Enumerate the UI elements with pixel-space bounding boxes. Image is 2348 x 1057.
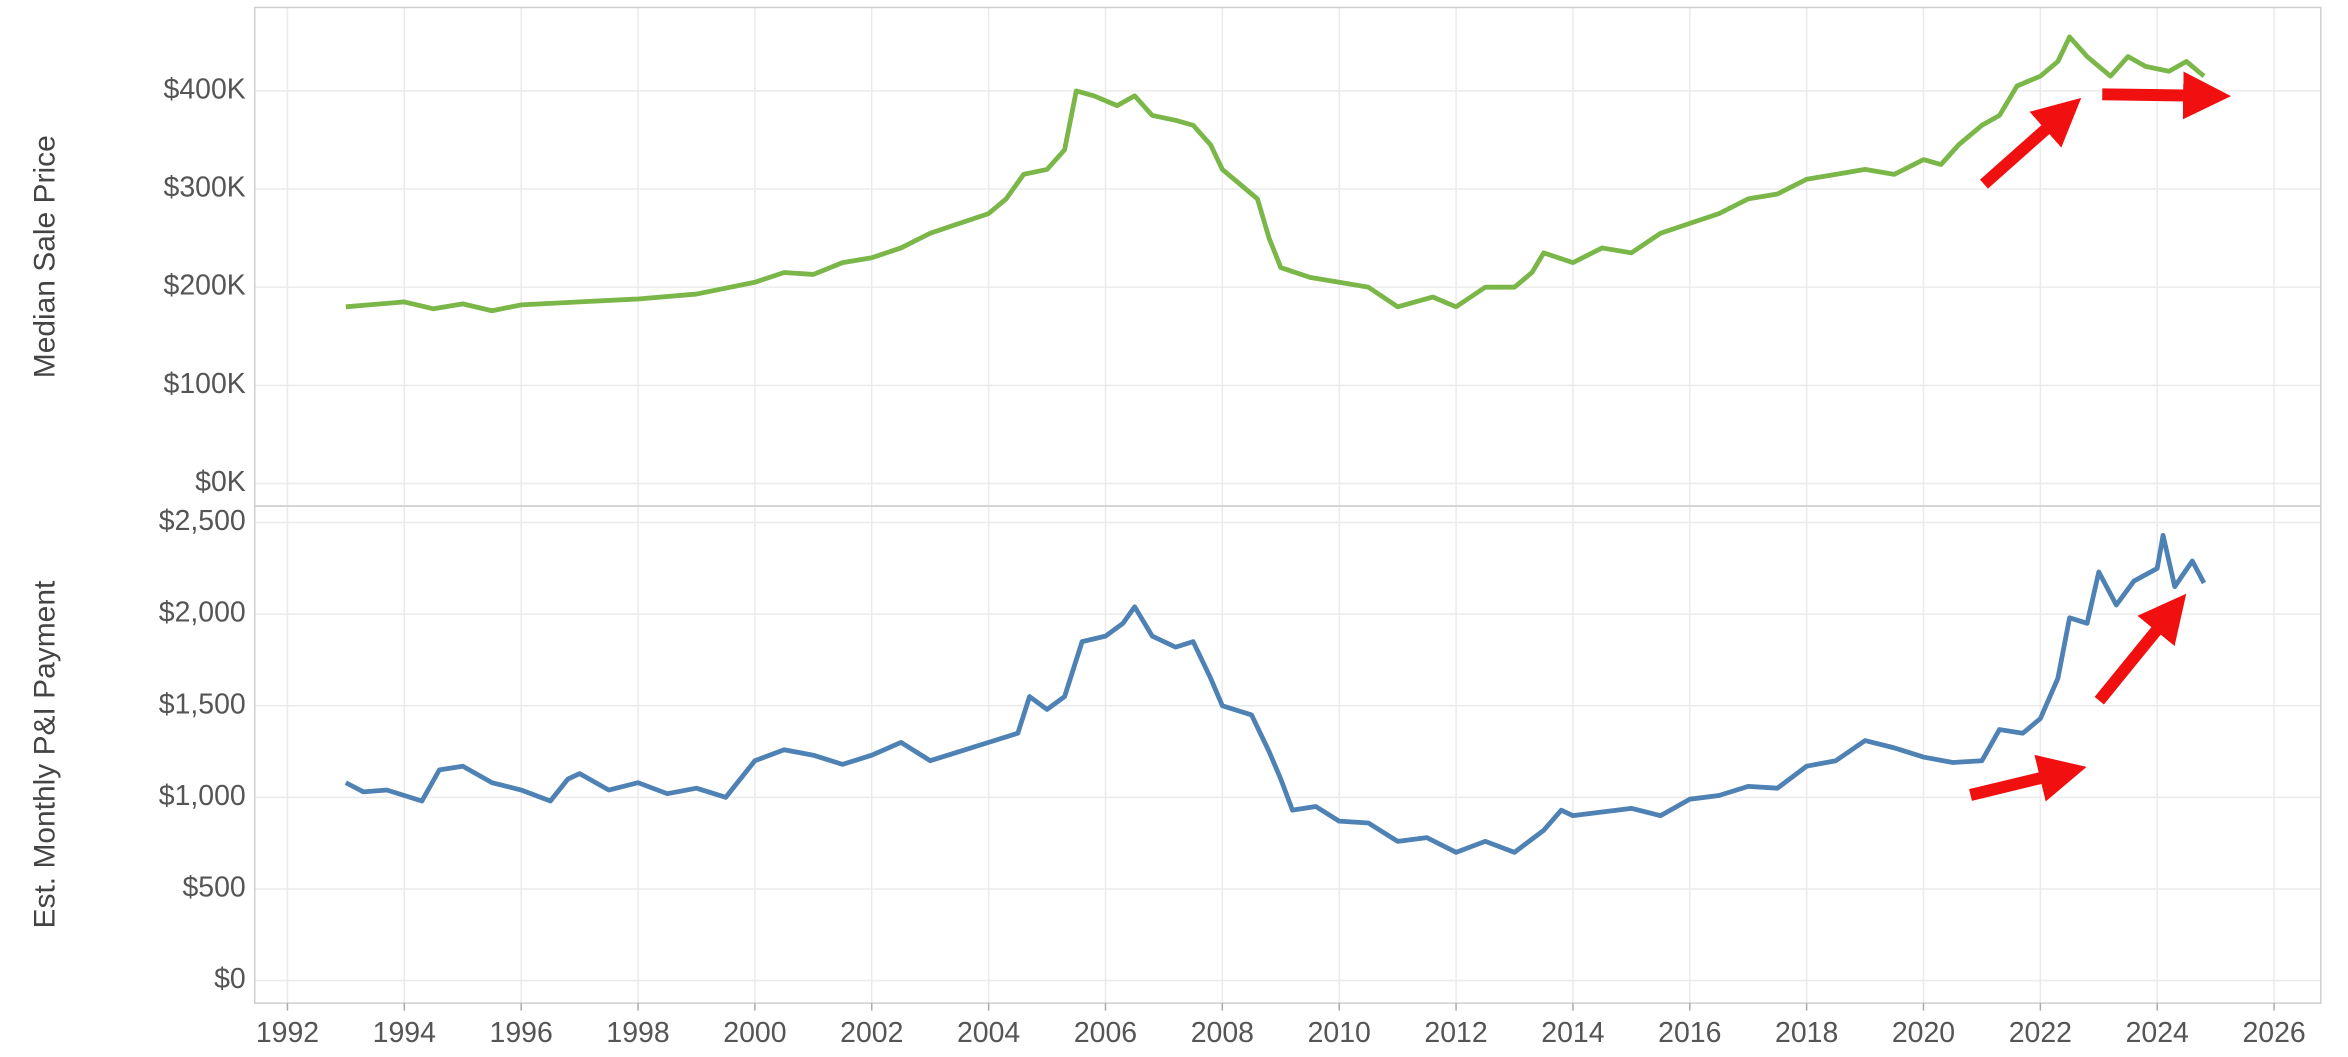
x-tick-label: 1998 bbox=[606, 1017, 669, 1049]
plots: $0K $100K $200K $300K $400K Median Sale Price… bbox=[29, 6, 2322, 1049]
panel-border bbox=[253, 505, 2322, 1004]
x-tick-label: 2006 bbox=[1074, 1017, 1137, 1049]
x-tick-label: 2024 bbox=[2126, 1017, 2189, 1049]
x-tick-label: 2000 bbox=[723, 1017, 786, 1049]
x-tick-label: 2004 bbox=[957, 1017, 1020, 1049]
x-tick-label: 2014 bbox=[1541, 1017, 1604, 1049]
x-tick-label: 2010 bbox=[1308, 1017, 1371, 1049]
arrow bbox=[1969, 754, 2087, 802]
x-tick-label: 1994 bbox=[373, 1017, 436, 1049]
x-tick-label: 1996 bbox=[490, 1017, 553, 1049]
y-tick-label: $0 bbox=[214, 963, 246, 995]
annotation-arrows bbox=[1969, 71, 2231, 802]
x-tick-label: 2020 bbox=[1892, 1017, 1955, 1049]
series-line bbox=[345, 34, 2206, 314]
y-tick-label: $100K bbox=[164, 368, 246, 400]
x-tick-label: 2008 bbox=[1191, 1017, 1254, 1049]
y-tick-label: $300K bbox=[164, 172, 246, 204]
y-tick-label: $400K bbox=[164, 73, 246, 105]
y-tick-label: $200K bbox=[164, 270, 246, 302]
arrow bbox=[2094, 593, 2187, 705]
y-tick-label: $0K bbox=[195, 466, 246, 498]
y-tick-label: $1,000 bbox=[159, 780, 246, 812]
y-tick-label: $500 bbox=[182, 871, 245, 903]
x-tick-label: 2002 bbox=[840, 1017, 903, 1049]
y-tick-label: $2,500 bbox=[159, 505, 246, 537]
x-tick-label: 2022 bbox=[2009, 1017, 2072, 1049]
y-tick-label: $1,500 bbox=[159, 688, 246, 720]
arrow bbox=[2102, 71, 2231, 120]
y-axis-title: Est. Monthly P&I Payment bbox=[29, 580, 62, 928]
x-tick-label: 1992 bbox=[256, 1017, 319, 1049]
y-axis-title: Median Sale Price bbox=[29, 135, 62, 378]
x-tick-label: 2012 bbox=[1424, 1017, 1487, 1049]
y-tick-label: $2,000 bbox=[159, 597, 246, 629]
panel-border bbox=[253, 6, 2322, 507]
series-line bbox=[344, 532, 2207, 855]
x-tick-label: 2018 bbox=[1775, 1017, 1838, 1049]
x-tick-label: 2016 bbox=[1658, 1017, 1721, 1049]
arrow bbox=[1979, 97, 2082, 189]
x-tick-label: 2026 bbox=[2242, 1017, 2305, 1049]
